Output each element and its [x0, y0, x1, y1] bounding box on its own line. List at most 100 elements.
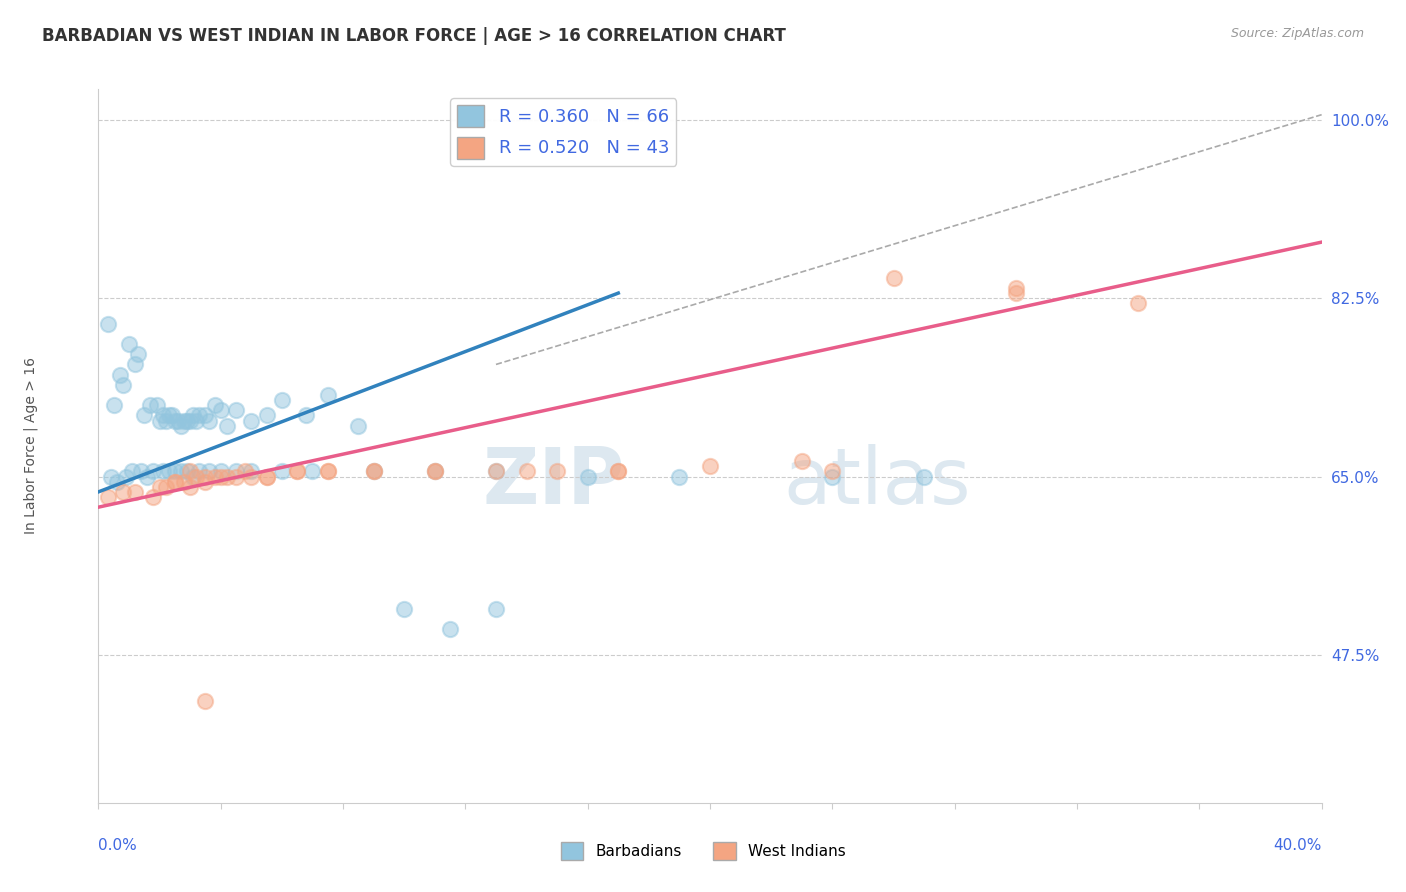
Point [240, 413, 263, 427]
Point [194, 469, 217, 483]
Point [295, 409, 318, 423]
Point [163, 465, 186, 479]
Point [108, 368, 131, 382]
Point [142, 465, 165, 479]
Point [167, 413, 190, 427]
Point [204, 398, 226, 412]
Point [607, 465, 630, 479]
Point [111, 377, 134, 392]
Point [139, 398, 162, 412]
Text: 0.0%: 0.0% [98, 838, 138, 854]
Point [485, 465, 508, 479]
Point [256, 409, 278, 423]
Point [127, 347, 149, 361]
Text: Source: ZipAtlas.com: Source: ZipAtlas.com [1230, 27, 1364, 40]
Point [194, 409, 217, 423]
Point [316, 465, 339, 479]
Legend: R = 0.360   N = 66, R = 0.520   N = 43: R = 0.360 N = 66, R = 0.520 N = 43 [450, 98, 676, 166]
Point [225, 403, 247, 417]
Point [233, 465, 256, 479]
Point [363, 465, 385, 479]
Point [163, 413, 186, 427]
Point [439, 623, 461, 637]
Point [790, 454, 813, 468]
Point [485, 465, 508, 479]
Point [176, 465, 198, 479]
Point [270, 393, 294, 408]
Point [100, 469, 122, 483]
Point [1004, 286, 1026, 301]
Point [204, 469, 226, 483]
Point [186, 413, 208, 427]
Point [194, 694, 217, 708]
Point [111, 484, 134, 499]
Point [225, 465, 247, 479]
Point [121, 465, 143, 479]
Point [240, 469, 263, 483]
Point [209, 465, 232, 479]
Point [285, 465, 308, 479]
Point [256, 469, 278, 483]
Text: 40.0%: 40.0% [1274, 838, 1322, 854]
Point [240, 465, 263, 479]
Point [209, 403, 232, 417]
Point [136, 469, 159, 483]
Point [142, 490, 165, 504]
Point [149, 480, 172, 494]
Point [97, 490, 120, 504]
Text: In Labor Force | Age > 16: In Labor Force | Age > 16 [24, 358, 38, 534]
Point [194, 475, 217, 489]
Point [883, 270, 905, 285]
Point [173, 475, 195, 489]
Point [209, 469, 232, 483]
Point [176, 413, 198, 427]
Point [163, 475, 186, 489]
Point [363, 465, 385, 479]
Point [115, 469, 138, 483]
Text: atlas: atlas [783, 443, 972, 520]
Point [97, 317, 120, 331]
Point [912, 469, 935, 483]
Point [423, 465, 446, 479]
Point [270, 465, 294, 479]
Point [668, 469, 690, 483]
Point [576, 469, 599, 483]
Point [170, 418, 193, 433]
Point [157, 465, 180, 479]
Point [821, 469, 844, 483]
Point [215, 469, 238, 483]
Point [1004, 281, 1026, 295]
Point [607, 465, 630, 479]
Point [516, 465, 538, 479]
Point [124, 484, 146, 499]
Point [225, 469, 247, 483]
Point [256, 469, 278, 483]
Point [155, 413, 177, 427]
Point [149, 413, 172, 427]
Point [124, 358, 146, 372]
Point [285, 465, 308, 479]
Point [181, 469, 204, 483]
Point [160, 409, 183, 423]
Point [197, 413, 219, 427]
Point [186, 469, 208, 483]
Point [347, 418, 370, 433]
Text: ZIP: ZIP [482, 443, 624, 520]
Point [152, 465, 174, 479]
Point [179, 413, 201, 427]
Point [821, 465, 844, 479]
Point [152, 409, 174, 423]
Point [301, 465, 323, 479]
Point [316, 465, 339, 479]
Point [179, 480, 201, 494]
Point [129, 465, 152, 479]
Text: BARBADIAN VS WEST INDIAN IN LABOR FORCE | AGE > 16 CORRELATION CHART: BARBADIAN VS WEST INDIAN IN LABOR FORCE … [42, 27, 786, 45]
Point [145, 398, 167, 412]
Point [103, 398, 125, 412]
Point [105, 475, 128, 489]
Point [170, 465, 193, 479]
Point [179, 465, 201, 479]
Point [546, 465, 568, 479]
Point [118, 337, 141, 351]
Point [363, 465, 385, 479]
